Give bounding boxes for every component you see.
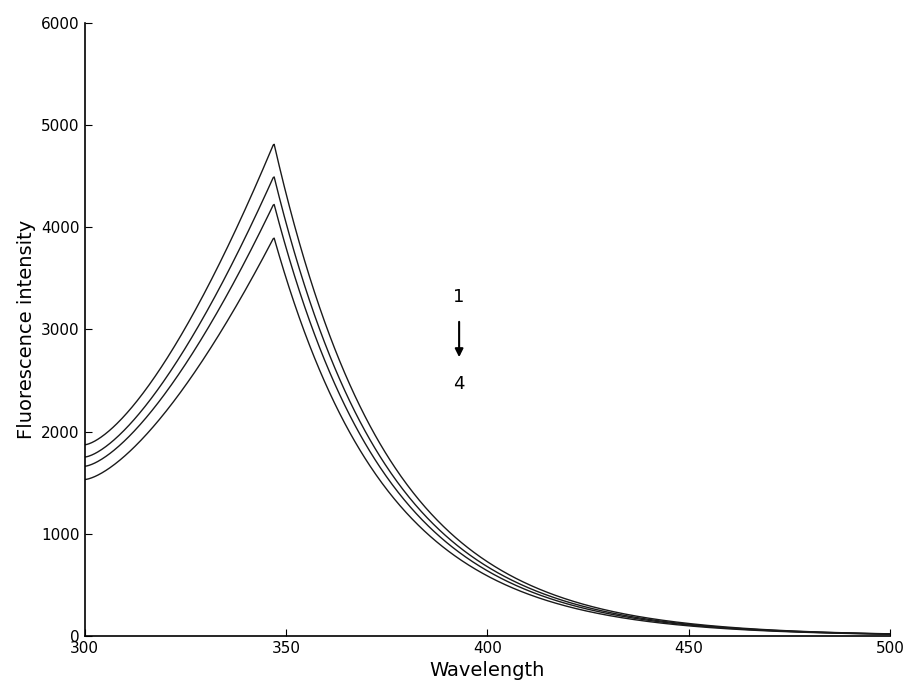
Text: 4: 4 [453,375,465,393]
Y-axis label: Fluorescence intensity: Fluorescence intensity [17,220,36,439]
X-axis label: Wavelength: Wavelength [429,661,545,680]
Text: 1: 1 [453,288,465,306]
